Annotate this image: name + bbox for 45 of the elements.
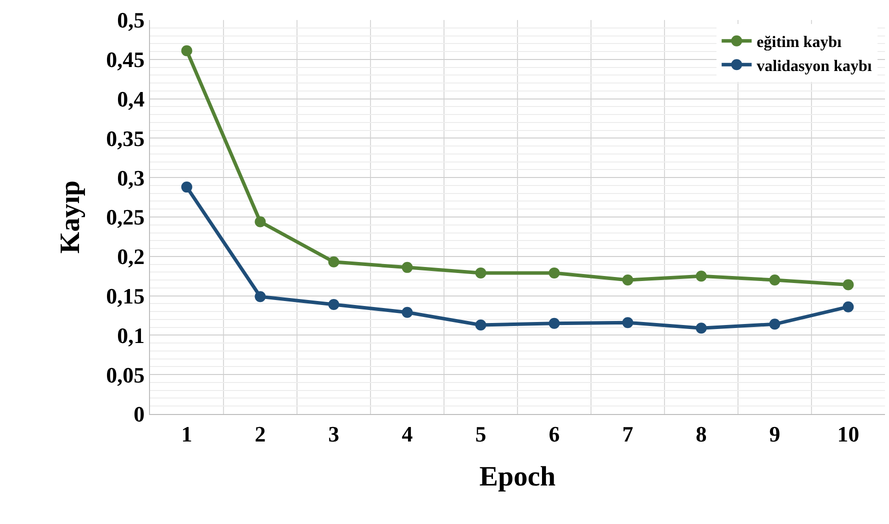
- point: [328, 298, 340, 310]
- point: [475, 319, 486, 330]
- x-tick-label: 2: [254, 421, 266, 446]
- point: [696, 322, 707, 334]
- point: [769, 318, 780, 330]
- x-tick-label: 1: [181, 421, 192, 446]
- x-tick-label: 3: [328, 421, 340, 446]
- y-tick-label: 0,1: [117, 322, 145, 348]
- legend-label: eğitim kaybı: [756, 34, 842, 52]
- point: [548, 267, 560, 278]
- x-tick-label: 9: [769, 421, 780, 446]
- point: [548, 318, 560, 329]
- x-tick-label: 5: [475, 421, 486, 446]
- y-tick-label: 0,25: [106, 204, 145, 230]
- y-tick-label: 0,35: [106, 126, 145, 151]
- y-axis-title: Kayıp: [54, 180, 86, 254]
- y-tick-label: 0,3: [117, 165, 145, 190]
- y-tick-label: 0,4: [117, 86, 145, 112]
- y-tick-label: 0,2: [117, 244, 145, 270]
- point: [475, 267, 486, 278]
- y-tick-label: 0,15: [106, 284, 145, 308]
- point: [181, 45, 192, 56]
- point: [181, 182, 192, 193]
- point: [328, 256, 340, 268]
- point: [402, 306, 413, 318]
- y-tick-label: 0,5: [117, 8, 145, 33]
- y-tick-label: 0,05: [106, 362, 145, 388]
- x-tick-label: 10: [837, 421, 860, 446]
- x-tick-label: 7: [622, 421, 634, 446]
- y-tick-label: 0: [134, 402, 145, 427]
- point: [842, 301, 854, 312]
- point: [254, 216, 266, 228]
- x-axis-title: Epoch: [479, 462, 556, 492]
- x-tick-label: 8: [696, 421, 707, 446]
- point: [254, 291, 266, 302]
- x-tick-label: 4: [402, 421, 413, 446]
- point: [769, 274, 780, 286]
- legend-label: validasyon kaybı: [756, 58, 872, 75]
- point: [622, 317, 634, 328]
- x-tick-label: 6: [548, 421, 560, 446]
- y-tick-label: 0,45: [106, 47, 145, 72]
- point: [402, 262, 413, 273]
- point: [622, 274, 634, 286]
- point: [696, 270, 707, 282]
- point: [842, 279, 854, 290]
